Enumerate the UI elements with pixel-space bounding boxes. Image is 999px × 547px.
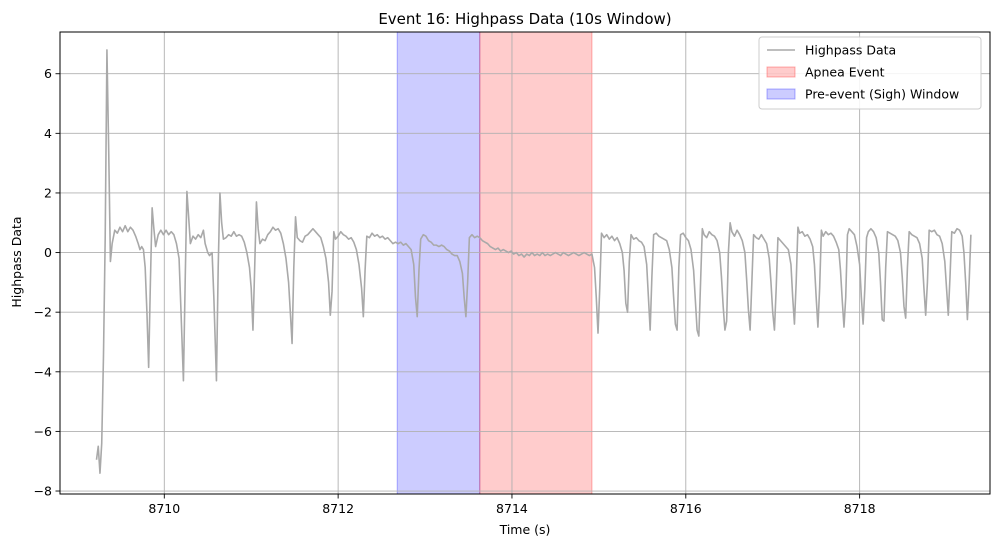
legend-box: [758, 36, 982, 110]
legend-label-2: Pre-event (Sigh) Window: [805, 87, 959, 102]
chart-title: Event 16: Highpass Data (10s Window): [378, 10, 671, 28]
series-line-0: [95, 49, 972, 474]
legend: Highpass Data Apnea Event Pre-event (Sigh)…: [758, 36, 982, 110]
y-tick-label-0: −8: [34, 484, 52, 499]
axes-frame: [59, 31, 991, 495]
y-tick-label-4: 0: [44, 245, 52, 260]
legend-label-1: Apnea Event: [805, 65, 885, 80]
legend-swatch-2: [766, 88, 796, 100]
x-tick-label-1: 8712: [322, 501, 354, 516]
x-tick-label-0: 8710: [148, 501, 180, 516]
y-tick-label-5: 2: [44, 185, 52, 200]
legend-label-0: Highpass Data: [805, 43, 896, 58]
x-tick-label-4: 8718: [844, 501, 876, 516]
y-tick-label-3: −2: [34, 305, 52, 320]
x-tick-label-2: 8714: [496, 501, 528, 516]
shaded-region-1: [479, 31, 593, 495]
x-tick-label-3: 8716: [670, 501, 702, 516]
y-tick-label-1: −6: [34, 424, 52, 439]
plot-area: 8710 8712 8714 8716 8718 −8 −6 −4 −2 0 2 4 6: [34, 31, 991, 516]
y-axis-label: Highpass Data: [9, 216, 24, 307]
legend-swatch-1: [766, 66, 796, 78]
y-tick-label-7: 6: [44, 66, 52, 81]
x-axis-label: Time (s): [499, 522, 551, 537]
y-tick-label-2: −4: [34, 364, 52, 379]
y-tick-label-6: 4: [44, 126, 52, 141]
shaded-region-0: [396, 31, 481, 495]
